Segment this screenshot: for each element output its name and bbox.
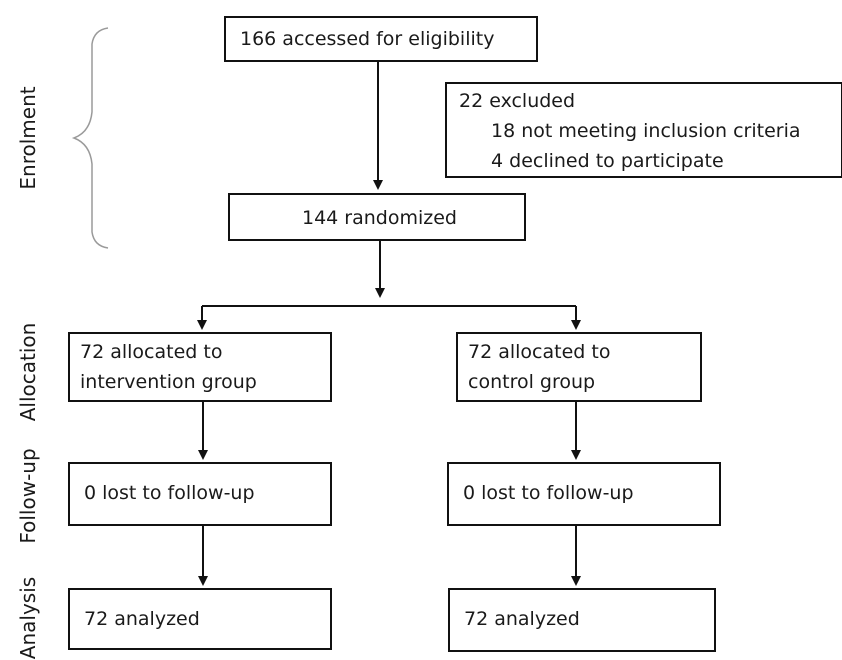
excluded-box: 22 excluded 18 not meeting inclusion cri…	[445, 82, 842, 178]
intervention-allocation-line-2: intervention group	[80, 367, 330, 397]
stage-label-follow-up: Follow-up	[16, 448, 40, 543]
control-analysis-box: 72 analyzed	[448, 588, 716, 652]
stage-label-allocation: Allocation	[16, 323, 40, 422]
control-allocation-line-1: 72 allocated to	[468, 337, 700, 367]
intervention-followup-box: 0 lost to follow-up	[68, 462, 332, 526]
stage-label-enrolment: Enrolment	[16, 86, 40, 189]
randomized-text: 144 randomized	[302, 203, 524, 233]
enrolment-brace	[74, 28, 108, 248]
eligibility-text: 166 accessed for eligibility	[240, 24, 536, 54]
intervention-analysis-text: 72 analyzed	[84, 604, 330, 634]
intervention-allocation-box: 72 allocated to intervention group	[68, 332, 332, 402]
stage-label-analysis: Analysis	[16, 577, 40, 659]
intervention-allocation-line-1: 72 allocated to	[80, 337, 330, 367]
randomized-box: 144 randomized	[228, 193, 526, 241]
intervention-followup-text: 0 lost to follow-up	[84, 478, 330, 508]
intervention-analysis-box: 72 analyzed	[68, 588, 332, 650]
eligibility-box: 166 accessed for eligibility	[224, 16, 538, 62]
excluded-reason-inclusion: 18 not meeting inclusion criteria	[459, 116, 841, 146]
excluded-reason-declined: 4 declined to participate	[459, 146, 841, 176]
control-allocation-line-2: control group	[468, 367, 700, 397]
excluded-title: 22 excluded	[459, 86, 841, 116]
control-analysis-text: 72 analyzed	[464, 604, 714, 634]
control-followup-box: 0 lost to follow-up	[447, 462, 721, 526]
control-followup-text: 0 lost to follow-up	[463, 478, 719, 508]
control-allocation-box: 72 allocated to control group	[456, 332, 702, 402]
